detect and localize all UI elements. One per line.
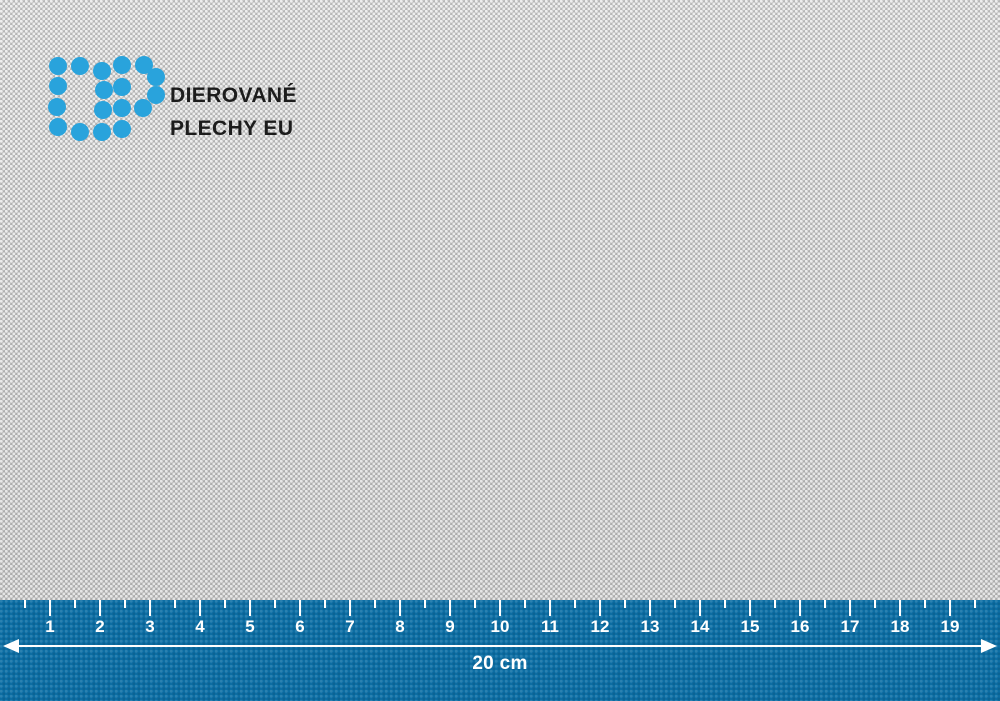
ruler-tick-major bbox=[599, 600, 601, 616]
scale-ruler: 1 2 3 4 5 6 7 8 9 10 11 12 13 14 15 16 17 18 19 20 cm bbox=[0, 600, 1000, 701]
ruler-tick-major bbox=[199, 600, 201, 616]
ruler-label: 10 bbox=[490, 617, 510, 636]
ruler-tick-major bbox=[899, 600, 901, 616]
ruler-label: 6 bbox=[295, 617, 305, 636]
ruler-tick-minor bbox=[624, 600, 626, 608]
brand-logo: DIEROVANÉ PLECHY EU bbox=[46, 55, 346, 145]
ruler-label: 11 bbox=[541, 617, 559, 636]
logo-dot bbox=[113, 78, 131, 96]
brand-name-line2: PLECHY EU bbox=[170, 117, 294, 140]
ruler-tick-major bbox=[49, 600, 51, 616]
logo-dot bbox=[147, 86, 165, 104]
ruler-tick-minor bbox=[274, 600, 276, 608]
logo-dot bbox=[93, 123, 111, 141]
ruler-tick-minor bbox=[574, 600, 576, 608]
ruler-tick-minor bbox=[374, 600, 376, 608]
arrow-right-icon bbox=[981, 639, 997, 653]
ruler-label: 5 bbox=[245, 617, 255, 636]
logo-dot bbox=[49, 57, 67, 75]
logo-dot bbox=[113, 120, 131, 138]
ruler-label: 4 bbox=[195, 617, 205, 636]
ruler-label: 15 bbox=[740, 617, 760, 636]
ruler-tick-minor bbox=[74, 600, 76, 608]
ruler-label: 1 bbox=[45, 617, 55, 636]
ruler-label: 19 bbox=[940, 617, 960, 636]
ruler-tick-major bbox=[699, 600, 701, 616]
ruler-tick-minor bbox=[424, 600, 426, 608]
logo-dot bbox=[49, 77, 67, 95]
ruler-tick-major bbox=[749, 600, 751, 616]
ruler-tick-major bbox=[649, 600, 651, 616]
logo-dot bbox=[113, 99, 131, 117]
logo-dot bbox=[134, 99, 152, 117]
logo-dot bbox=[94, 101, 112, 119]
ruler-tick-minor bbox=[224, 600, 226, 608]
logo-dot bbox=[71, 123, 89, 141]
ruler-tick-minor bbox=[524, 600, 526, 608]
logo-dot bbox=[95, 81, 113, 99]
ruler-tick-minor bbox=[324, 600, 326, 608]
ruler-label: 18 bbox=[890, 617, 910, 636]
ruler-tick-minor bbox=[24, 600, 26, 608]
brand-name: DIEROVANÉ PLECHY EU bbox=[170, 79, 297, 145]
logo-dot bbox=[93, 62, 111, 80]
ruler-tick-major bbox=[499, 600, 501, 616]
logo-dot bbox=[135, 56, 153, 74]
ruler-tick-major bbox=[549, 600, 551, 616]
ruler-tick-major bbox=[299, 600, 301, 616]
total-length-label: 20 cm bbox=[472, 653, 528, 674]
ruler-tick-major bbox=[349, 600, 351, 616]
ruler-tick-minor bbox=[874, 600, 876, 608]
logo-dot bbox=[48, 98, 66, 116]
ruler-tick-minor bbox=[774, 600, 776, 608]
ruler-tick-minor bbox=[824, 600, 826, 608]
ruler-tick-minor bbox=[474, 600, 476, 608]
ruler-label: 14 bbox=[690, 617, 710, 636]
ruler-tick-minor bbox=[674, 600, 676, 608]
ruler-tick-major bbox=[249, 600, 251, 616]
ruler-tick-major bbox=[99, 600, 101, 616]
ruler-tick-major bbox=[949, 600, 951, 616]
ruler-tick-major bbox=[149, 600, 151, 616]
dp-monogram-icon bbox=[46, 55, 165, 141]
ruler-tick-minor bbox=[124, 600, 126, 608]
ruler-tick-major bbox=[449, 600, 451, 616]
ruler-tick-major bbox=[399, 600, 401, 616]
ruler-label: 13 bbox=[640, 617, 660, 636]
ruler-label: 7 bbox=[345, 617, 355, 636]
ruler-tick-minor bbox=[924, 600, 926, 608]
logo-dot bbox=[71, 57, 89, 75]
ruler-tick-minor bbox=[174, 600, 176, 608]
logo-dot bbox=[113, 56, 131, 74]
ruler-label: 8 bbox=[395, 617, 405, 636]
ruler-tick-major bbox=[849, 600, 851, 616]
measure-arrow-line bbox=[14, 645, 986, 647]
ruler-label: 16 bbox=[790, 617, 810, 636]
logo-dot bbox=[147, 68, 165, 86]
ruler-label: 3 bbox=[145, 617, 155, 636]
ruler-label: 2 bbox=[95, 617, 105, 636]
arrow-left-icon bbox=[3, 639, 19, 653]
ruler-tick-minor bbox=[724, 600, 726, 608]
ruler-label: 9 bbox=[445, 617, 455, 636]
ruler-tick-major bbox=[799, 600, 801, 616]
logo-dot bbox=[49, 118, 67, 136]
brand-name-line1: DIEROVANÉ bbox=[170, 84, 297, 107]
ruler-tick-minor bbox=[974, 600, 976, 608]
ruler-label: 17 bbox=[840, 617, 860, 636]
ruler-label: 12 bbox=[590, 617, 610, 636]
